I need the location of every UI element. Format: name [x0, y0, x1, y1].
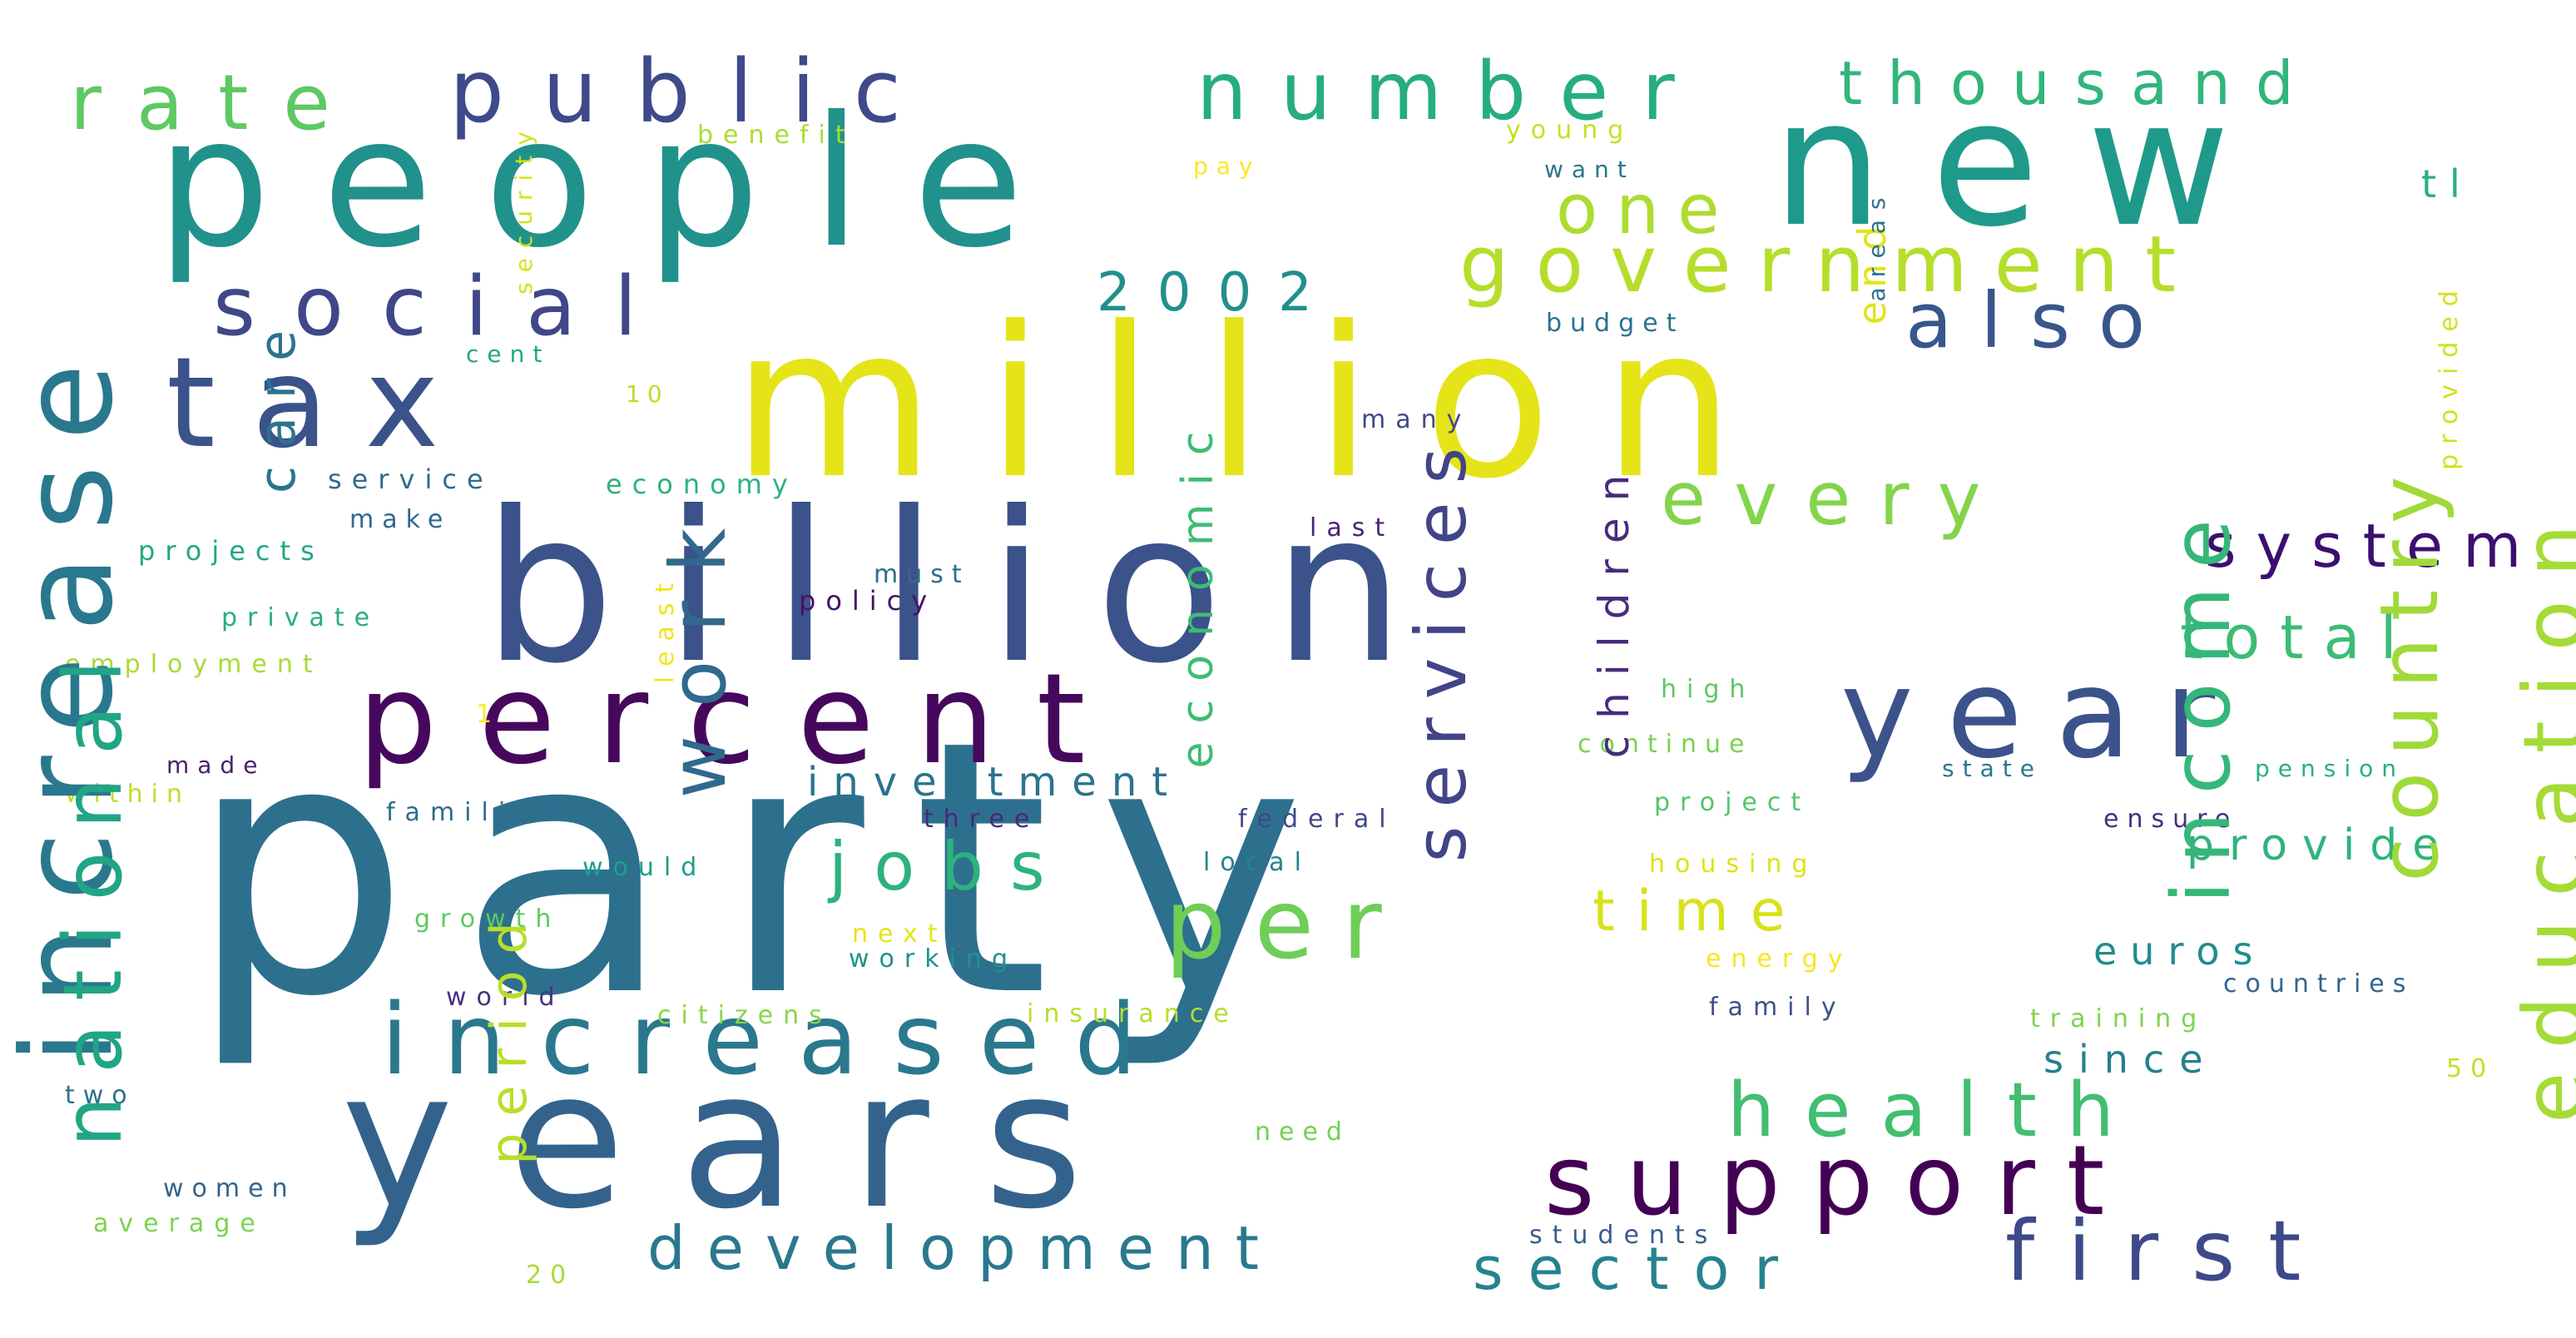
word-children: children	[1590, 458, 1638, 759]
word-sector: sector	[1473, 1235, 1804, 1303]
word-citizens: citizens	[657, 1001, 832, 1030]
word-1: 1	[476, 700, 501, 729]
word-two: two	[65, 1081, 136, 1110]
word-within: within	[65, 780, 191, 809]
word-increased: increased	[381, 982, 1172, 1097]
word-number: number	[1196, 45, 1708, 138]
word-also: also	[1905, 276, 2174, 365]
word-security: security	[510, 121, 537, 295]
word-support: support	[1544, 1125, 2137, 1237]
word-tax: tax	[166, 331, 476, 476]
word-areas: areas	[1863, 187, 1890, 302]
word-new: new	[1772, 62, 2279, 265]
word-growth: growth	[414, 904, 562, 934]
word-benefit: benefit	[697, 121, 855, 150]
word-young: young	[1506, 116, 1634, 145]
word-national: national	[47, 637, 140, 1147]
word-economy: economy	[606, 468, 798, 500]
word-one: one	[1556, 171, 1738, 250]
word-project: project	[1654, 788, 1811, 817]
word-provide: provide	[2187, 820, 2455, 870]
word-training: training	[2030, 1004, 2207, 1033]
word-public: public	[449, 41, 939, 142]
word-countries: countries	[2223, 969, 2415, 999]
word-cent: cent	[466, 340, 551, 368]
word-federal: federal	[1238, 805, 1396, 834]
word-energy: energy	[1706, 944, 1853, 974]
word-social: social	[213, 260, 676, 354]
word-people: people	[156, 78, 1076, 287]
word-must: must	[874, 560, 970, 589]
word-insurance: insurance	[1027, 999, 1239, 1028]
word-services: services	[1400, 429, 1482, 863]
word-health: health	[1727, 1067, 2144, 1154]
word-made: made	[166, 751, 266, 779]
word-last: last	[1310, 513, 1395, 543]
word-thousand: thousand	[1839, 48, 2319, 118]
word-women: women	[163, 1174, 296, 1203]
word-development: development	[647, 1213, 1281, 1283]
word-investment: investment	[807, 759, 1183, 805]
word-50: 50	[2446, 1054, 2495, 1083]
word-billion: billion	[483, 467, 1454, 709]
word-2002: 2002	[1097, 262, 1339, 324]
word-employment: employment	[65, 650, 323, 679]
word-time: time	[1593, 879, 1807, 944]
word-many: many	[1361, 405, 1472, 434]
word-service: service	[328, 463, 493, 495]
word-since: since	[2043, 1037, 2218, 1082]
word-least: least	[651, 572, 680, 684]
word-students: students	[1529, 1221, 1718, 1250]
word-government: government	[1459, 220, 2203, 310]
word-jobs: jobs	[829, 828, 1072, 905]
word-pension: pension	[2255, 755, 2405, 782]
word-percent: percent	[358, 647, 1127, 792]
word-per: per	[1165, 869, 1410, 981]
word-high: high	[1661, 675, 1756, 704]
word-average: average	[93, 1209, 265, 1238]
word-million: million	[732, 282, 1786, 524]
word-state: state	[1942, 755, 2043, 782]
word-first: first	[2005, 1202, 2335, 1300]
word-10: 10	[626, 380, 669, 408]
word-education: education	[2505, 500, 2576, 1124]
word-rate: rate	[70, 58, 365, 147]
word-continue: continue	[1578, 730, 1753, 759]
word-system: care	[249, 311, 307, 494]
word-need: need	[1255, 1117, 1350, 1147]
word-would: would	[582, 853, 707, 882]
word-projects: projects	[138, 535, 324, 567]
word-year: year	[1840, 642, 2249, 785]
word-policy: policy	[799, 585, 938, 617]
word-pay: pay	[1193, 152, 1261, 180]
word-economic: economic	[1173, 413, 1223, 769]
word-income: income	[2155, 501, 2248, 904]
word-private: private	[221, 603, 380, 632]
word-working: working	[849, 944, 1018, 974]
word-20: 20	[526, 1261, 575, 1290]
word-families: families	[386, 798, 564, 827]
word-world: world	[446, 983, 565, 1012]
word-housing: housing	[1649, 850, 1818, 879]
word-next: next	[852, 919, 948, 949]
word-care: system	[2205, 511, 2542, 581]
word-make: make	[349, 505, 452, 534]
word-euros: euros	[2093, 929, 2266, 974]
word-want: want	[1544, 156, 1635, 183]
word-provided: provided	[2435, 280, 2464, 470]
word-family: family	[1709, 993, 1846, 1022]
word-period: period	[480, 905, 538, 1165]
word-years: years	[341, 1029, 1138, 1251]
word-three: three	[924, 805, 1040, 834]
word-budget: budget	[1546, 309, 1685, 338]
word-party: party	[188, 667, 1353, 1073]
word-tl: tl	[2421, 161, 2474, 206]
word-ensure: ensure	[2103, 805, 2239, 834]
word-total: total	[2180, 602, 2417, 672]
word-local: local	[1203, 848, 1311, 877]
word-every: every	[1661, 456, 2009, 542]
